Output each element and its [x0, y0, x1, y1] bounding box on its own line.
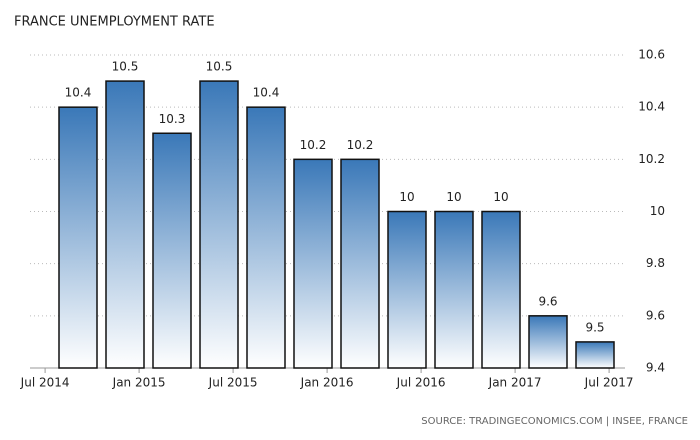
y-tick-label: 10.4 [638, 100, 665, 114]
x-tick-label: Jul 2015 [208, 376, 258, 390]
value-label: 10 [399, 190, 414, 204]
y-tick-label: 9.6 [646, 308, 665, 322]
bar [199, 80, 239, 369]
value-label: 9.5 [585, 320, 604, 334]
chart-title: FRANCE UNEMPLOYMENT RATE [14, 15, 215, 30]
value-label: 10.2 [347, 138, 374, 152]
value-label: 9.6 [538, 294, 557, 308]
value-label: 10.4 [253, 86, 280, 100]
x-tick-label: Jan 2016 [300, 376, 354, 390]
value-label: 10.5 [206, 60, 233, 74]
value-label: 10.2 [300, 138, 327, 152]
value-label: 10.5 [112, 60, 139, 74]
x-tick-label: Jan 2015 [112, 376, 166, 390]
x-tick-label: Jan 2017 [488, 376, 542, 390]
y-tick-label: 9.8 [646, 256, 665, 270]
value-label: 10.4 [65, 86, 92, 100]
bar [481, 210, 521, 369]
bar [246, 106, 286, 369]
y-tick-label: 10.2 [638, 152, 665, 166]
x-tick-label: Jul 2017 [584, 376, 634, 390]
bar [340, 158, 380, 369]
bar [528, 315, 568, 369]
bar [387, 210, 427, 369]
y-tick-label: 10 [650, 204, 665, 218]
source-note: SOURCE: TRADINGECONOMICS.COM | INSEE, FR… [421, 416, 688, 427]
y-tick-label: 10.6 [638, 48, 665, 62]
bar [152, 132, 192, 369]
x-tick-label: Jul 2014 [20, 376, 70, 390]
y-tick-label: 9.4 [646, 361, 665, 375]
bar [58, 106, 98, 369]
value-label: 10 [446, 190, 461, 204]
value-label: 10 [493, 190, 508, 204]
bar [434, 210, 474, 369]
bar [575, 341, 615, 369]
x-tick-label: Jul 2016 [396, 376, 446, 390]
value-label: 10.3 [159, 112, 186, 126]
bar [105, 80, 145, 369]
bar [293, 158, 333, 369]
